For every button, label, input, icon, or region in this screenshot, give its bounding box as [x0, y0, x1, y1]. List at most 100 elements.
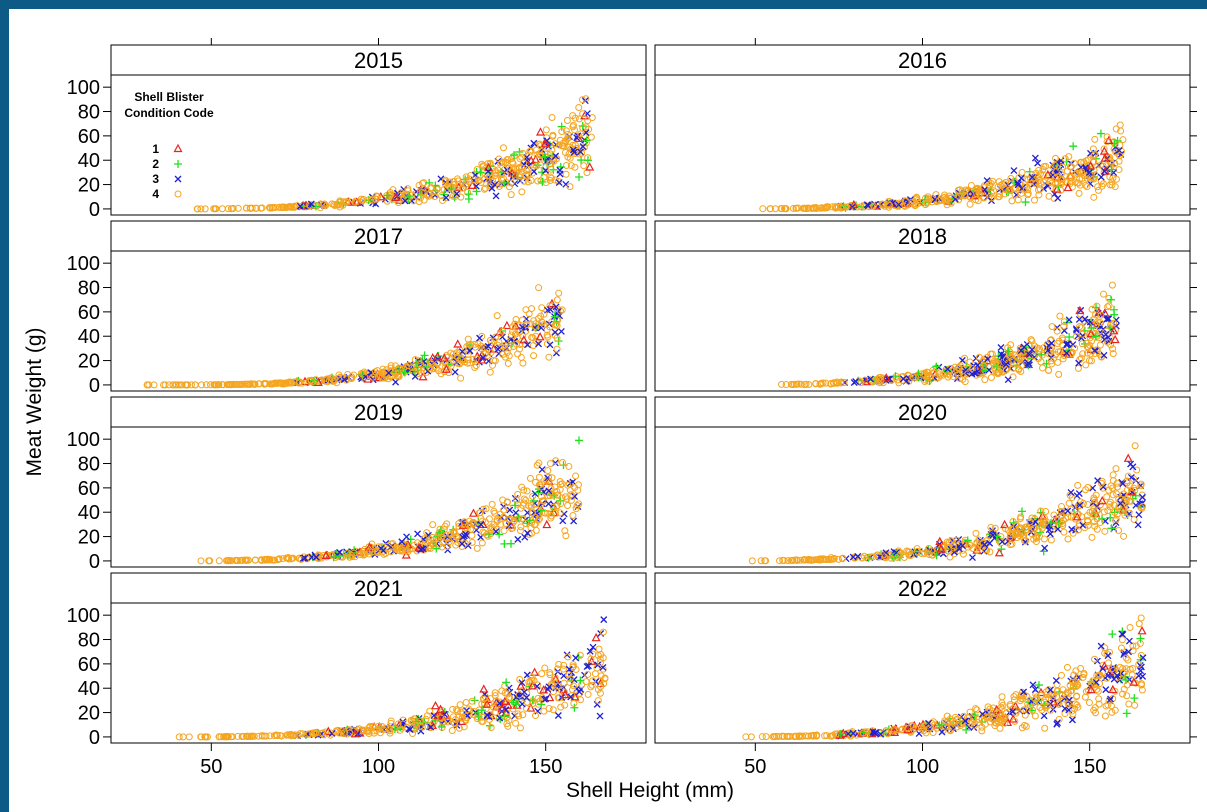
- point-code-3: [543, 137, 551, 145]
- point-code-4: [546, 323, 554, 331]
- point-code-1: [1063, 182, 1073, 192]
- point-code-4: [1061, 155, 1069, 163]
- point-code-4: [523, 321, 531, 329]
- point-code-4: [457, 374, 465, 382]
- point-code-4: [497, 175, 505, 183]
- point-code-3: [1063, 341, 1071, 349]
- point-code-4: [562, 170, 570, 178]
- point-code-3: [385, 369, 393, 377]
- point-code-4: [404, 187, 412, 195]
- point-code-4: [415, 181, 423, 189]
- point-code-4: [981, 376, 989, 384]
- point-code-4: [251, 380, 259, 388]
- y-tick-label: 0: [89, 199, 100, 221]
- point-code-1: [849, 199, 859, 209]
- y-tick-label: 20: [78, 703, 100, 725]
- point-code-4: [372, 192, 380, 200]
- point-code-4: [242, 204, 250, 212]
- point-code-4: [1099, 180, 1107, 188]
- panel-strip: [110, 44, 647, 76]
- point-code-4: [464, 188, 472, 196]
- point-code-3: [863, 201, 871, 209]
- point-code-4: [1051, 161, 1059, 169]
- point-code-3: [411, 372, 419, 380]
- point-code-4: [1081, 181, 1089, 189]
- point-code-4: [450, 180, 458, 188]
- point-code-2: [510, 151, 519, 160]
- point-code-4: [782, 381, 790, 389]
- point-code-4: [459, 184, 467, 192]
- point-code-3: [1075, 315, 1083, 323]
- point-code-4: [450, 178, 458, 186]
- point-code-4: [1078, 330, 1086, 338]
- point-code-4: [518, 153, 526, 161]
- point-code-4: [1059, 355, 1067, 363]
- point-code-4: [512, 330, 520, 338]
- point-code-2: [1113, 136, 1122, 145]
- point-code-3: [1023, 361, 1031, 369]
- point-code-4: [558, 128, 566, 136]
- point-code-1: [391, 192, 401, 201]
- point-code-3: [546, 341, 554, 349]
- point-code-4: [1103, 138, 1111, 146]
- point-code-4: [1014, 196, 1022, 204]
- point-code-4: [1040, 344, 1048, 352]
- point-code-4: [833, 378, 841, 386]
- point-code-4: [507, 336, 515, 344]
- point-code-4: [227, 381, 235, 389]
- point-code-4: [533, 162, 541, 170]
- point-code-4: [509, 515, 517, 523]
- point-code-3: [1054, 194, 1062, 202]
- point-code-4: [1009, 360, 1017, 368]
- point-code-1: [1099, 146, 1109, 155]
- y-tick-label: 100: [67, 605, 100, 627]
- y-tick-label: 40: [78, 678, 100, 700]
- point-code-4: [801, 381, 809, 389]
- point-code-4: [577, 130, 585, 138]
- point-code-4: [537, 152, 545, 160]
- point-code-4: [1110, 319, 1118, 327]
- point-code-4: [884, 200, 892, 208]
- point-code-3: [981, 186, 989, 194]
- point-code-4: [537, 142, 545, 150]
- point-code-4: [500, 527, 508, 535]
- point-code-1: [453, 339, 463, 348]
- point-code-4: [481, 184, 489, 192]
- point-code-4: [514, 350, 522, 358]
- point-code-4: [1030, 196, 1038, 204]
- point-code-4: [252, 204, 260, 212]
- point-code-4: [1056, 312, 1064, 320]
- point-code-4: [563, 135, 571, 143]
- panel-strip-label: 2018: [898, 224, 947, 249]
- point-code-4: [994, 359, 1002, 367]
- point-code-4: [378, 368, 386, 376]
- point-code-3: [570, 148, 578, 156]
- point-code-4: [1076, 175, 1084, 183]
- panel-2016: 2016: [654, 38, 1197, 216]
- point-code-4: [571, 163, 579, 171]
- point-code-4: [257, 204, 265, 212]
- point-code-2: [1110, 310, 1119, 319]
- point-code-1: [439, 353, 449, 362]
- point-code-4: [462, 173, 470, 181]
- point-code-4: [266, 204, 274, 212]
- point-code-4: [478, 345, 486, 353]
- legend-title-line1: Shell Blister: [134, 90, 204, 104]
- point-code-4: [367, 196, 375, 204]
- point-code-4: [290, 203, 298, 211]
- point-code-4: [1116, 141, 1124, 149]
- point-code-4: [420, 189, 428, 197]
- point-code-4: [1032, 179, 1040, 187]
- point-code-4: [405, 362, 413, 370]
- scatter-lattice-chart: 2015020406080100201620170204060801002018…: [23, 38, 1197, 802]
- point-code-1: [502, 320, 512, 330]
- y-tick-label: 0: [89, 375, 100, 397]
- panel-plot-area: [110, 250, 647, 392]
- point-code-3: [551, 328, 559, 336]
- point-code-4: [215, 381, 223, 389]
- point-code-4: [270, 379, 278, 387]
- point-code-4: [525, 165, 533, 173]
- point-code-4: [1054, 358, 1062, 366]
- point-code-4: [759, 205, 767, 213]
